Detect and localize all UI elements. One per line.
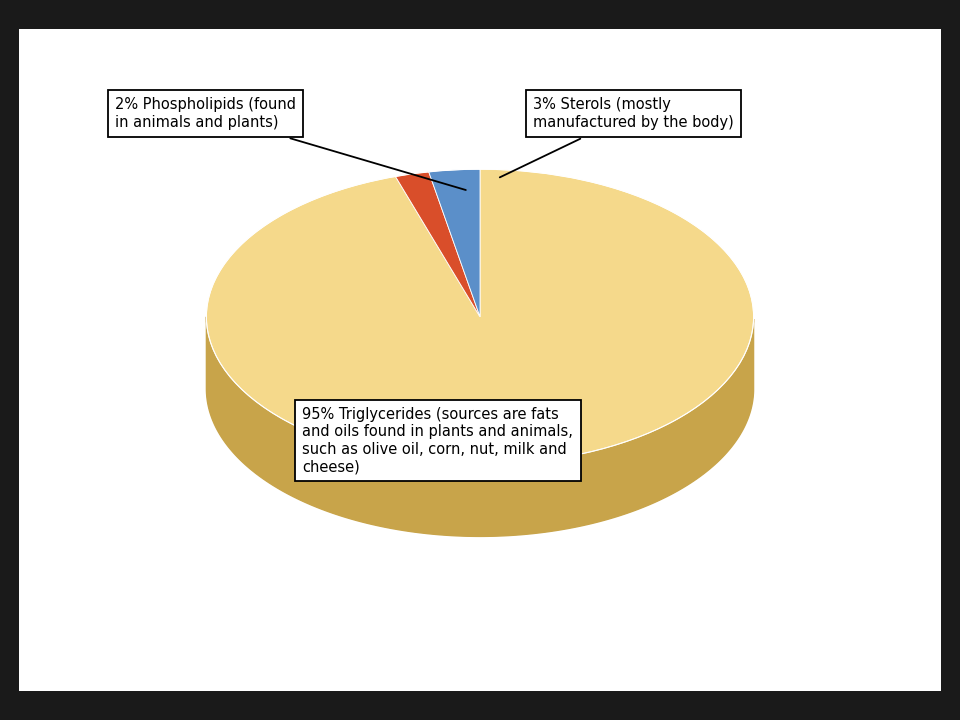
Text: 2% Phospholipids (found
in animals and plants): 2% Phospholipids (found in animals and p… xyxy=(115,97,466,190)
Polygon shape xyxy=(429,169,480,317)
Text: 95% Triglycerides (sources are fats
and oils found in plants and animals,
such a: 95% Triglycerides (sources are fats and … xyxy=(302,407,573,474)
Text: 3% Sterols (mostly
manufactured by the body): 3% Sterols (mostly manufactured by the b… xyxy=(500,97,733,177)
FancyBboxPatch shape xyxy=(19,29,941,691)
Polygon shape xyxy=(206,169,754,464)
Ellipse shape xyxy=(206,241,754,536)
Polygon shape xyxy=(396,172,480,317)
Polygon shape xyxy=(206,317,754,536)
